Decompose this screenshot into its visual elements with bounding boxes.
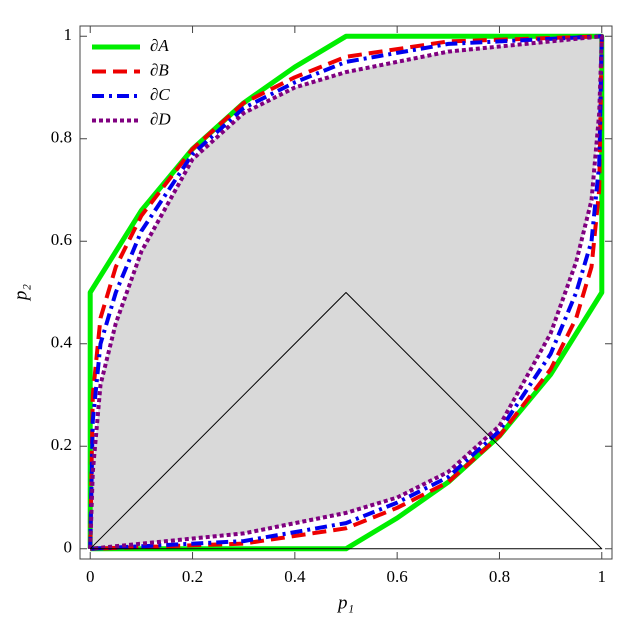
x-tick-label: 1 [598, 567, 607, 586]
y-tick-label: 0.2 [51, 435, 72, 454]
x-tick-label: 0.8 [489, 567, 510, 586]
x-tick-label: 0.2 [182, 567, 203, 586]
y-tick-label: 1 [64, 25, 73, 44]
series-line [89, 292, 603, 550]
y-tick-label: 0.6 [51, 230, 72, 249]
y-tick-label: 0 [64, 538, 73, 557]
x-axis-title: p₁ [336, 592, 354, 613]
legend-label: ∂B [150, 60, 169, 79]
legend-label: ∂C [150, 85, 170, 104]
y-axis-title: p₂ [10, 284, 31, 303]
y-tick-label: 0.4 [51, 333, 73, 352]
x-tick-label: 0.4 [284, 567, 306, 586]
plot-frame [79, 25, 613, 560]
series-line [88, 34, 604, 551]
y-tick-label: 0.8 [51, 128, 72, 147]
legend-label: ∂D [150, 109, 171, 128]
x-tick-label: 0 [86, 567, 95, 586]
legend-label: ∂A [150, 36, 169, 55]
x-tick-label: 0.6 [387, 567, 408, 586]
